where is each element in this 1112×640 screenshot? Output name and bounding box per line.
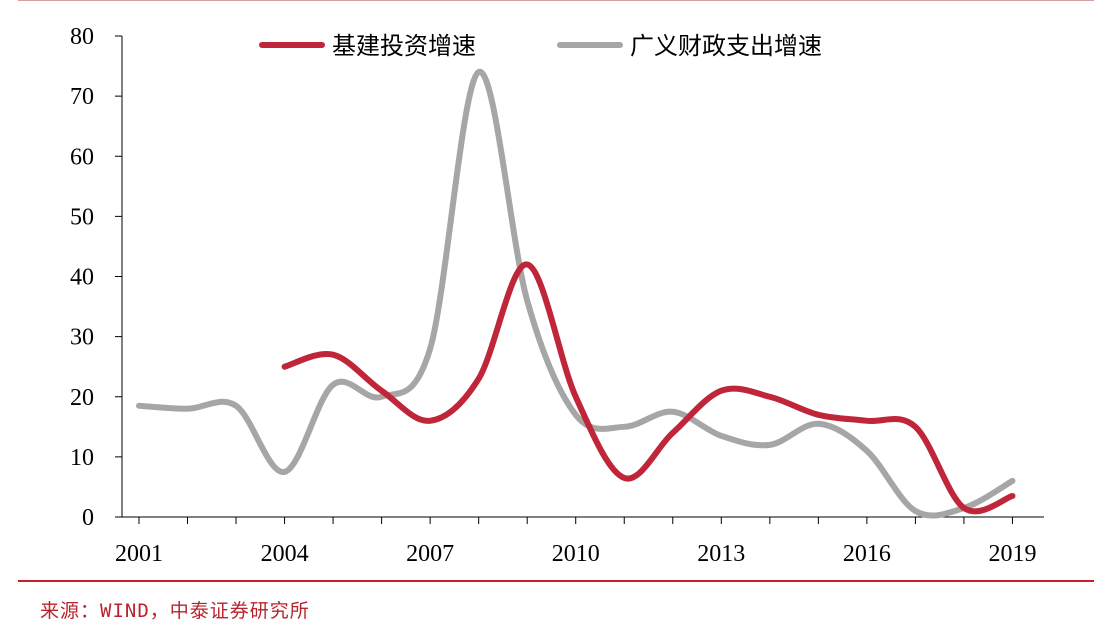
- x-tick-label: 2019: [988, 541, 1036, 567]
- x-tick-label: 2016: [843, 541, 891, 567]
- y-tick-label: 0: [82, 505, 94, 531]
- x-tick-label: 2004: [261, 541, 309, 567]
- series-line-1: [135, 69, 1016, 519]
- x-tick-label: 2001: [115, 541, 163, 567]
- y-tick-label: 30: [70, 325, 94, 351]
- y-tick-label: 50: [70, 204, 94, 230]
- y-tick-label: 80: [70, 24, 94, 50]
- y-tick-label: 40: [70, 265, 94, 291]
- source-divider: [18, 580, 1094, 582]
- legend-label-1: 广义财政支出增速: [630, 32, 822, 60]
- y-tick-label: 60: [70, 144, 94, 170]
- x-tick-label: 2013: [697, 541, 745, 567]
- y-tick-label: 20: [70, 385, 94, 411]
- y-axis-ticks: 0 10 20 30 40 50 60 70 80: [70, 24, 122, 531]
- chart-series: [135, 69, 1016, 519]
- x-tick-label: 2010: [552, 541, 600, 567]
- source-note: 来源：WIND，中泰证券研究所: [40, 600, 310, 622]
- chart-legend: 基建投资增速 广义财政支出增速: [259, 32, 822, 60]
- x-tick-label: 2007: [406, 541, 454, 567]
- y-tick-label: 10: [70, 445, 94, 471]
- top-rule: [18, 0, 1094, 1]
- series-line-0: [281, 261, 1016, 515]
- legend-label-0: 基建投资增速: [332, 32, 476, 60]
- y-tick-label: 70: [70, 84, 94, 110]
- x-axis-ticks: 2001 2004 2007 2010 2013 2016 2019: [115, 517, 1036, 567]
